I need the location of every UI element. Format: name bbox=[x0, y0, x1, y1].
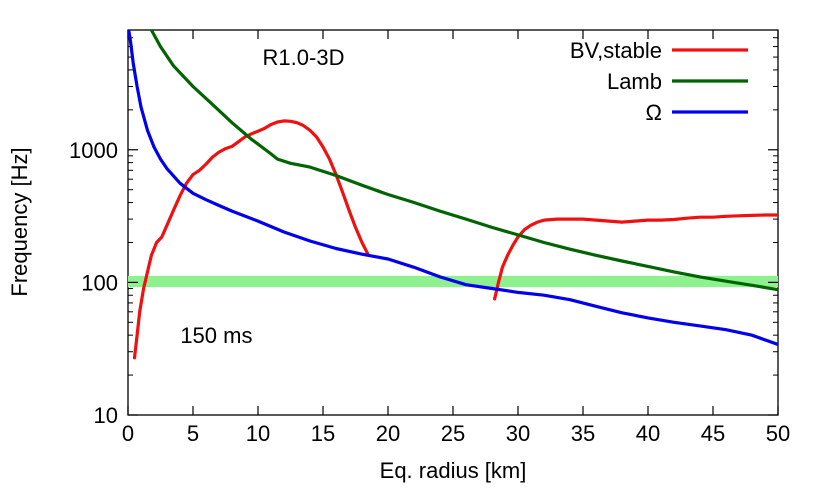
axis-ticks: 0 5 10 15 20 25 30 35 40 45 50 10 100 1000 bbox=[69, 29, 790, 446]
x-tick-label: 40 bbox=[636, 421, 660, 446]
x-tick-label: 30 bbox=[506, 421, 530, 446]
legend-label-2: Ω bbox=[646, 100, 662, 125]
annotation-model: R1.0-3D bbox=[263, 45, 345, 70]
x-tick-label: 45 bbox=[701, 421, 725, 446]
x-tick-label: 10 bbox=[246, 421, 270, 446]
x-tick-label: 15 bbox=[311, 421, 335, 446]
x-tick-label: 0 bbox=[122, 421, 134, 446]
y-tick-label: 10 bbox=[94, 403, 118, 428]
legend-label-1: Lamb bbox=[607, 69, 662, 94]
x-tick-label: 35 bbox=[571, 421, 595, 446]
annotation-time: 150 ms bbox=[180, 323, 252, 348]
series-line-1-segment-0 bbox=[149, 30, 778, 292]
plot-frame bbox=[127, 29, 779, 416]
x-axis-label: Eq. radius [km] bbox=[380, 458, 527, 483]
series-layer bbox=[128, 30, 778, 360]
y-axis-label: Frequency [Hz] bbox=[7, 147, 32, 296]
x-tick-label: 5 bbox=[187, 421, 199, 446]
y-tick-label: 100 bbox=[81, 270, 118, 295]
x-tick-label: 20 bbox=[376, 421, 400, 446]
legend: BV,stable Lamb Ω bbox=[570, 38, 748, 125]
series-line-2-segment-0 bbox=[128, 30, 778, 347]
legend-label-0: BV,stable bbox=[570, 38, 662, 63]
series-line-0-segment-1 bbox=[493, 213, 778, 301]
x-tick-label: 25 bbox=[441, 421, 465, 446]
y-tick-label: 1000 bbox=[69, 138, 118, 163]
series-line-0-segment-0 bbox=[132, 119, 371, 360]
x-tick-label: 50 bbox=[766, 421, 790, 446]
